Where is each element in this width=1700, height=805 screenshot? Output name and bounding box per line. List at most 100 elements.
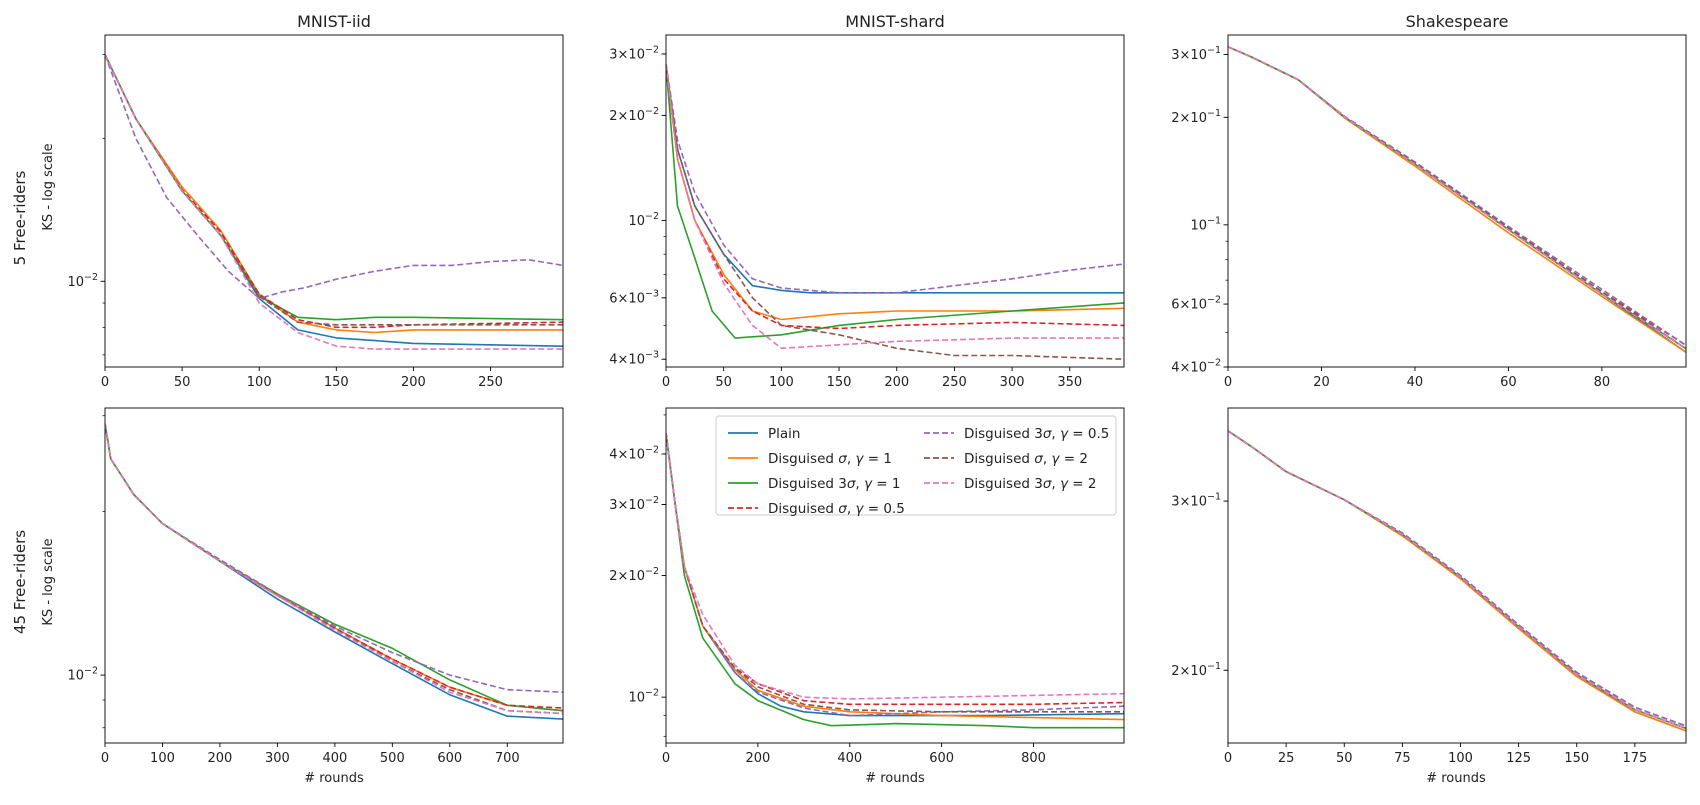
x-tick-label: 0	[101, 751, 109, 766]
panel-3: 0 100 200 300 400 500 600 700 10−2	[67, 407, 564, 766]
series-line-1	[666, 64, 1124, 321]
y-tick-label: 10−2	[628, 688, 659, 706]
legend-item-3: Disguised σ, γ = 0.5	[728, 501, 905, 517]
series-line-1	[105, 54, 563, 334]
series-line-2	[666, 433, 1124, 729]
xlabel-right: # rounds	[1426, 771, 1486, 786]
series-layer	[105, 423, 563, 720]
legend-item-4: Disguised 3σ, γ = 0.5	[924, 426, 1109, 442]
xlabel-left: # rounds	[304, 771, 364, 786]
x-tick-label: 150	[827, 375, 852, 390]
x-tick-label: 0	[1224, 375, 1232, 390]
legend-item-2: Disguised 3σ, γ = 1	[728, 476, 901, 492]
series-line-2	[1228, 430, 1686, 730]
series-line-0	[666, 64, 1124, 294]
series-line-2	[666, 64, 1124, 339]
x-tick-label: 20	[1313, 375, 1330, 390]
x-tick-label: 600	[437, 751, 462, 766]
axes-frame	[665, 34, 1125, 368]
xlabel-middle: # rounds	[865, 771, 925, 786]
series-line-4	[1228, 46, 1686, 346]
series-line-3	[1228, 430, 1686, 727]
y-tick-label: 10−2	[67, 666, 98, 684]
y-tick-label: 2×10−2	[609, 106, 659, 124]
y-tick-label: 10−2	[628, 211, 659, 229]
series-line-2	[1228, 46, 1686, 350]
series-layer	[105, 54, 563, 350]
y-tick-label: 4×10−2	[1171, 358, 1221, 376]
x-tick-label: 40	[1407, 375, 1424, 390]
x-tick-label: 175	[1622, 751, 1647, 766]
series-line-6	[1228, 430, 1686, 730]
legend-item-5: Disguised σ, γ = 2	[924, 451, 1088, 467]
x-tick-label: 100	[150, 751, 175, 766]
x-tick-label: 125	[1506, 751, 1531, 766]
ylabel-bottom: KS - log scale	[41, 538, 56, 625]
ylabel-top: KS - log scale	[41, 143, 56, 230]
series-line-6	[105, 423, 563, 715]
panel-title: Shakespeare	[1406, 12, 1509, 31]
y-tick-label: 4×10−3	[609, 350, 659, 368]
axes-frame	[104, 34, 564, 368]
x-tick-label: 150	[324, 375, 349, 390]
legend-label: Disguised 3σ, γ = 2	[964, 476, 1097, 492]
series-line-3	[105, 54, 563, 329]
series-line-4	[105, 54, 563, 300]
x-tick-label: 300	[265, 751, 290, 766]
x-tick-label: 50	[1336, 751, 1353, 766]
x-tick-label: 200	[884, 375, 909, 390]
panel-4: 0 200 400 600 800 10−2 2×10−2 3×10−2 4×10−2	[609, 407, 1125, 766]
series-line-3	[105, 423, 563, 709]
series-layer	[1228, 46, 1686, 353]
x-tick-label: 700	[495, 751, 520, 766]
x-tick-label: 500	[380, 751, 405, 766]
series-line-6	[666, 433, 1124, 700]
series-line-0	[105, 54, 563, 347]
legend-item-6: Disguised 3σ, γ = 2	[924, 476, 1097, 492]
y-tick-label: 3×10−1	[1171, 492, 1221, 510]
y-tick-label: 3×10−2	[609, 44, 659, 62]
series-line-4	[666, 64, 1124, 294]
x-tick-label: 150	[1564, 751, 1589, 766]
legend-item-0: Plain	[728, 426, 800, 442]
axes-frame	[1227, 34, 1687, 368]
y-tick-label: 2×10−1	[1171, 661, 1221, 679]
x-tick-label: 200	[401, 375, 426, 390]
series-line-2	[105, 423, 563, 712]
legend-item-1: Disguised σ, γ = 1	[728, 451, 892, 467]
series-layer	[1228, 430, 1686, 732]
series-line-0	[105, 423, 563, 720]
legend-box	[715, 415, 1117, 516]
panel-2: 0 20 40 60 80 4×10−2 6×10−2 10−1 2×10−1 3×10−1 Sha…	[1171, 12, 1687, 390]
x-tick-label: 50	[174, 375, 191, 390]
x-tick-label: 50	[715, 375, 732, 390]
legend-label: Disguised σ, γ = 0.5	[768, 501, 905, 517]
x-tick-label: 350	[1057, 375, 1082, 390]
legend-label: Disguised σ, γ = 2	[964, 451, 1088, 467]
x-tick-label: 60	[1500, 375, 1517, 390]
panel-title: MNIST-shard	[845, 12, 944, 31]
y-tick-label: 2×10−2	[609, 566, 659, 584]
y-tick-label: 2×10−1	[1171, 108, 1221, 126]
y-tick-label: 3×10−2	[609, 495, 659, 513]
series-layer	[666, 433, 1124, 729]
x-tick-label: 0	[1224, 751, 1232, 766]
x-tick-label: 75	[1394, 751, 1411, 766]
legend-label: Plain	[768, 426, 800, 442]
x-tick-label: 250	[942, 375, 967, 390]
series-line-6	[666, 64, 1124, 350]
x-tick-label: 100	[247, 375, 272, 390]
axes-frame	[1227, 407, 1687, 744]
panel-5: 0 25 50 75 100 125 150 175 2×10−1 3×10−1	[1171, 407, 1687, 766]
row-label-top: 5 Free-riders	[11, 171, 29, 266]
x-tick-label: 200	[745, 751, 770, 766]
series-line-5	[1228, 430, 1686, 730]
series-line-5	[105, 423, 563, 715]
y-tick-label: 4×10−2	[609, 445, 659, 463]
x-tick-label: 400	[837, 751, 862, 766]
x-tick-label: 300	[1000, 375, 1025, 390]
panel-1: 0 50 100 150 200 250 300 350 4×10−3 6×10−3 10−2 2×1…	[609, 12, 1125, 390]
axes-frame	[104, 407, 564, 744]
